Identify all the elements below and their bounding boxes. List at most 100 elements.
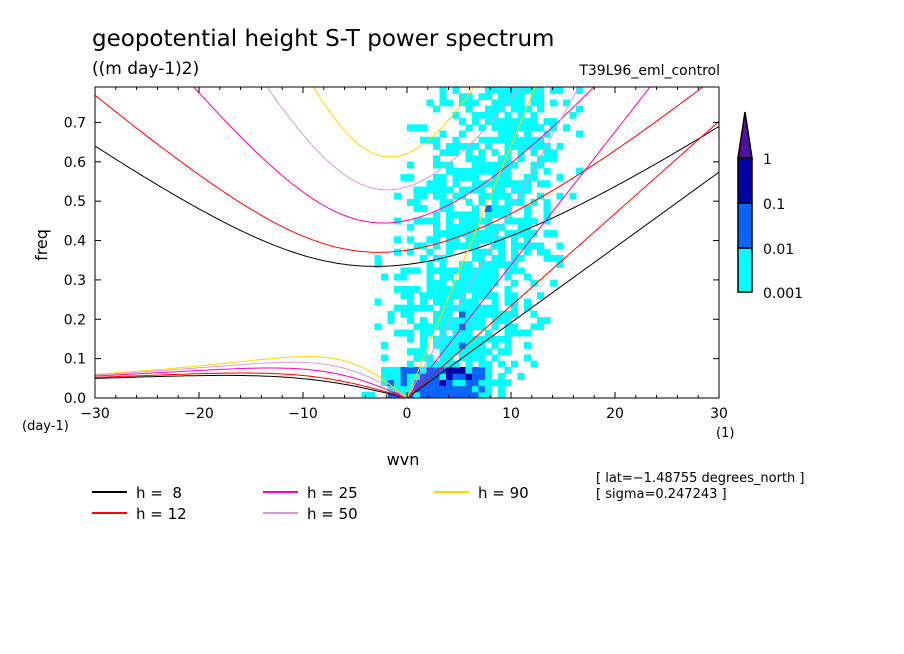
x-units: (1) [716, 426, 734, 441]
contour-cell [446, 242, 454, 250]
contour-cell [426, 329, 434, 337]
contour-cell [407, 317, 415, 324]
contour-cell [504, 130, 512, 138]
contour-cell [517, 329, 525, 337]
contour-cell [459, 342, 467, 349]
contour-cell [459, 310, 467, 318]
dispersion-curve-h50 [95, 361, 408, 398]
contour-cell [472, 317, 480, 324]
contour-cell [413, 217, 421, 225]
contour-cell [407, 329, 415, 337]
contour-cell [569, 192, 577, 200]
contour-cell [511, 304, 519, 312]
contour-cell [387, 379, 395, 387]
contour-cell [465, 149, 473, 157]
contour-cell [433, 230, 441, 237]
contour-cell [491, 267, 499, 275]
contour-cell [478, 124, 486, 132]
contour-cell [465, 242, 473, 250]
contour-cell [524, 186, 532, 194]
contour-cell [381, 373, 389, 380]
contour-cell [452, 292, 460, 300]
contour-cell [472, 310, 480, 318]
contour-cell [511, 242, 519, 250]
contour-cell [446, 230, 454, 237]
contour-cell [452, 379, 460, 387]
x-axis-label: wvn [387, 450, 420, 469]
contour-cell [511, 87, 519, 94]
contour-cell [517, 217, 525, 225]
contour-cell [459, 391, 467, 398]
contour-cell [446, 211, 454, 219]
contour-cell [504, 329, 512, 337]
contour-cell [465, 310, 473, 318]
contour-cell [394, 217, 402, 225]
contour-cell [433, 211, 441, 219]
x-tick-label: 20 [606, 406, 624, 422]
contour-cell [394, 366, 402, 374]
contour-cell [465, 186, 473, 194]
contour-cell [452, 223, 460, 231]
contour-cell [530, 136, 538, 144]
contour-cell [459, 242, 467, 250]
contour-cell [478, 292, 486, 300]
contour-cell [504, 205, 512, 212]
colorbar-label: 0.001 [763, 286, 803, 302]
contour-cell [485, 391, 493, 398]
contour-cell [472, 323, 480, 331]
contour-cell [530, 310, 538, 318]
dispersion-curve-h90 [95, 356, 408, 398]
contour-cell [491, 198, 499, 206]
contour-cell [426, 217, 434, 225]
contour-cell [472, 230, 480, 237]
contour-cell [413, 379, 421, 387]
contour-cell [439, 292, 447, 300]
contour-cell [511, 236, 519, 244]
contour-cell [407, 161, 415, 169]
y-units: (day-1) [22, 419, 69, 434]
contour-cell [407, 348, 415, 356]
contour-cell [472, 304, 480, 312]
contour-cell [400, 267, 408, 275]
contour-cell [400, 329, 408, 337]
dispersion-curve-h12 [95, 87, 704, 253]
contour-cell [504, 342, 512, 349]
contour-cell [478, 155, 486, 163]
contour-cell [439, 373, 447, 380]
contour-cell [498, 211, 506, 219]
contour-cell [433, 391, 441, 398]
contour-cell [491, 261, 499, 268]
contour-cell [498, 87, 506, 94]
contour-cell [491, 161, 499, 169]
contour-cell [543, 198, 551, 206]
contour-cell [446, 335, 454, 343]
contour-cell [413, 124, 421, 132]
contour-cell [517, 198, 525, 206]
contour-cell [426, 292, 434, 300]
contour-cell [556, 174, 564, 181]
contour-cell [530, 93, 538, 101]
contour-cell [498, 130, 506, 138]
contour-cell [530, 118, 538, 125]
contour-cell [433, 236, 441, 244]
contour-cell [517, 373, 525, 380]
x-tick-label: 0 [403, 406, 412, 422]
contour-cell [439, 186, 447, 194]
contour-cell [530, 174, 538, 181]
contour-cell [426, 373, 434, 380]
contour-cell [433, 310, 441, 318]
contour-cell [485, 111, 493, 119]
contour-cell [361, 391, 369, 398]
colorbar-label: 1 [763, 152, 772, 168]
contour-cell [498, 391, 506, 398]
contour-cell [465, 267, 473, 275]
contour-cell [407, 236, 415, 244]
contour-cell [543, 211, 551, 219]
contour-cell [517, 87, 525, 94]
contour-cell [524, 242, 532, 250]
contour-cell [498, 192, 506, 200]
contour-cell [439, 385, 447, 393]
contour-cell [530, 124, 538, 132]
contour-cell [420, 335, 428, 343]
contour-cell [550, 279, 558, 287]
